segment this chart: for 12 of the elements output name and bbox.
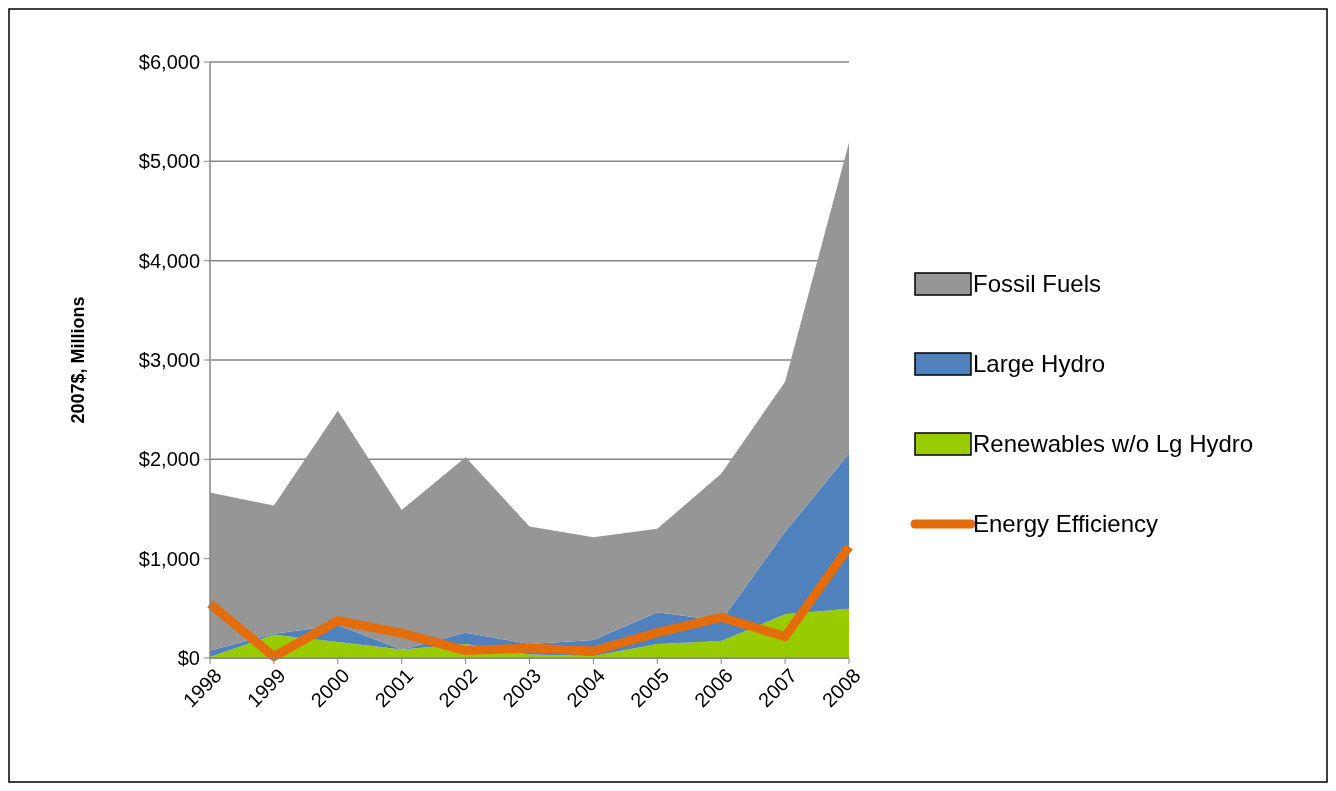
y-tick-label: $4,000 <box>138 249 200 272</box>
y-tick-label: $0 <box>177 647 200 669</box>
y-tick-label: $5,000 <box>138 150 200 173</box>
legend-label: Renewables w/o Lg Hydro <box>973 430 1254 458</box>
y-tick-label: $3,000 <box>138 349 200 371</box>
y-tick-label: $6,000 <box>138 51 200 73</box>
y-tick-label: $1,000 <box>138 547 200 570</box>
y-tick-label: $2,000 <box>138 448 200 471</box>
legend-label: Large Hydro <box>973 350 1106 378</box>
legend-label: Energy Efficiency <box>973 510 1158 538</box>
y-axis-title: 2007$, Millions <box>68 296 88 424</box>
legend-label: Fossil Fuels <box>973 270 1102 298</box>
